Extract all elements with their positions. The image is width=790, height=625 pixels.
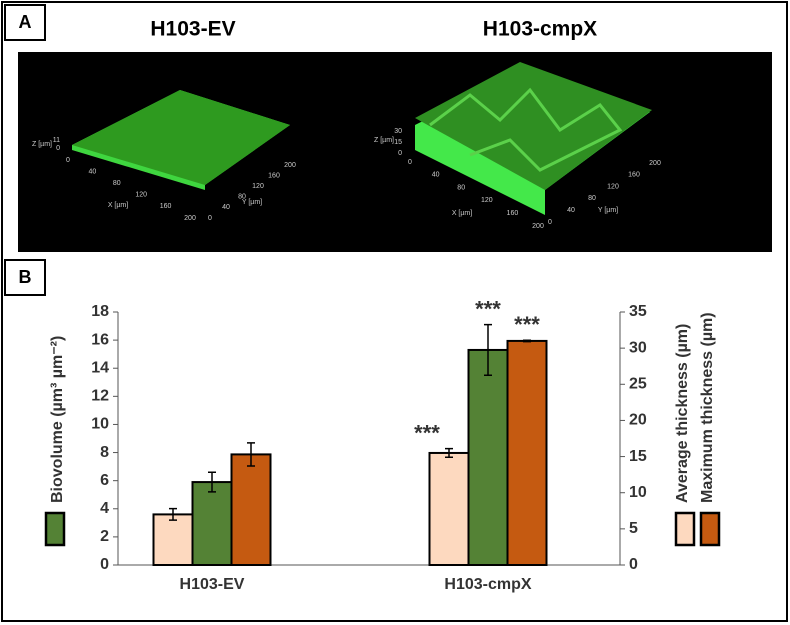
error-bar — [247, 442, 255, 467]
z-tick-label: 30 — [394, 128, 402, 135]
error-bar — [208, 471, 216, 493]
significance: *** — [514, 312, 540, 337]
panel-label-box — [4, 259, 46, 296]
legend-swatch — [699, 511, 721, 547]
y-tick-label: 4 — [100, 500, 109, 517]
z-tick-label: 15 — [394, 139, 402, 146]
x-tick-label: 160 — [160, 203, 172, 210]
biofilm-surface — [72, 90, 290, 185]
x-tick-label: 40 — [89, 168, 97, 175]
legend-swatch — [674, 511, 696, 547]
y-tick-label: 80 — [588, 195, 596, 202]
y2-tick-label: 15 — [629, 448, 647, 465]
y-tick-label: 160 — [628, 172, 640, 179]
y-tick-label: 40 — [222, 204, 230, 211]
error-bar — [169, 507, 177, 521]
z-axis-label: Z [µm] — [374, 137, 394, 144]
image-title: H103-cmpX — [483, 18, 597, 41]
bar — [191, 481, 233, 567]
legend-swatch — [44, 511, 66, 547]
bar — [230, 453, 272, 567]
panel-label-box — [4, 4, 46, 41]
panel-label: B — [19, 267, 32, 287]
y-tick-label: 8 — [100, 444, 109, 461]
bar — [428, 451, 470, 567]
legend-label: Maximum thickness (µm) — [699, 312, 716, 503]
bar — [152, 513, 194, 567]
significance: *** — [414, 420, 440, 445]
error-bar — [523, 339, 531, 343]
y2-tick-label: 20 — [629, 412, 647, 429]
x-tick-label: 0 — [66, 157, 70, 164]
x-tick-label: 0 — [408, 159, 412, 166]
x-tick-label: 200 — [184, 215, 196, 222]
error-bar — [445, 447, 453, 459]
legend-label: Biovolume (µm³ µm⁻²) — [49, 336, 66, 503]
biofilm-surface — [415, 62, 652, 190]
x-tick-label: 200 — [532, 223, 544, 230]
bar — [467, 348, 509, 567]
x-tick-label: 40 — [432, 172, 440, 179]
y-tick-label: 6 — [100, 472, 109, 489]
y-tick-label: 16 — [91, 331, 109, 348]
y-tick-label: 40 — [567, 207, 575, 214]
y-tick-label: 160 — [268, 172, 280, 179]
error-bar — [484, 323, 492, 376]
y-tick-label: 200 — [649, 160, 661, 167]
x-tick-label: 80 — [113, 180, 121, 187]
y2-tick-label: 10 — [629, 484, 647, 501]
y2-tick-label: 5 — [629, 520, 638, 537]
y-tick-label: 120 — [252, 183, 264, 190]
x-axis-label: X [µm] — [452, 210, 472, 217]
image-title: H103-EV — [150, 18, 235, 41]
y-tick-label: 0 — [100, 556, 109, 573]
x-tick-label: H103-EV — [180, 576, 245, 593]
significance: *** — [475, 296, 501, 321]
y2-tick-label: 0 — [629, 556, 638, 573]
y-tick-label: 0 — [208, 215, 212, 222]
y-axis-label: Y [µm] — [598, 207, 618, 214]
legend-label: Average thickness (µm) — [674, 324, 691, 503]
y-axis-label: Y [µm] — [242, 199, 262, 206]
y2-tick-label: 25 — [629, 376, 647, 393]
y-tick-label: 10 — [91, 416, 109, 433]
z-tick-label: 0 — [398, 150, 402, 157]
y-tick-label: 2 — [100, 528, 109, 545]
x-tick-label: 120 — [135, 192, 147, 199]
biofilm-texture — [429, 87, 623, 172]
x-tick-label: H103-cmpX — [444, 576, 531, 593]
z-tick-label: 0 — [56, 145, 60, 152]
x-tick-label: 160 — [507, 210, 519, 217]
y2-tick-label: 30 — [629, 339, 647, 356]
x-tick-label: 120 — [481, 197, 493, 204]
y-tick-label: 18 — [91, 303, 109, 320]
x-axis-label: X [µm] — [108, 202, 128, 209]
y-tick-label: 80 — [238, 194, 246, 201]
panel-label: A — [19, 12, 32, 32]
y-tick-label: 0 — [548, 219, 552, 226]
y-tick-label: 120 — [607, 183, 619, 190]
z-axis-label: Z [µm] — [32, 141, 52, 148]
y-tick-label: 12 — [91, 388, 109, 405]
y2-tick-label: 35 — [629, 303, 647, 320]
bar — [506, 339, 548, 566]
y-tick-label: 200 — [284, 162, 296, 169]
x-tick-label: 80 — [457, 184, 465, 191]
z-tick-label: 11 — [53, 137, 60, 144]
y-tick-label: 14 — [91, 359, 109, 376]
